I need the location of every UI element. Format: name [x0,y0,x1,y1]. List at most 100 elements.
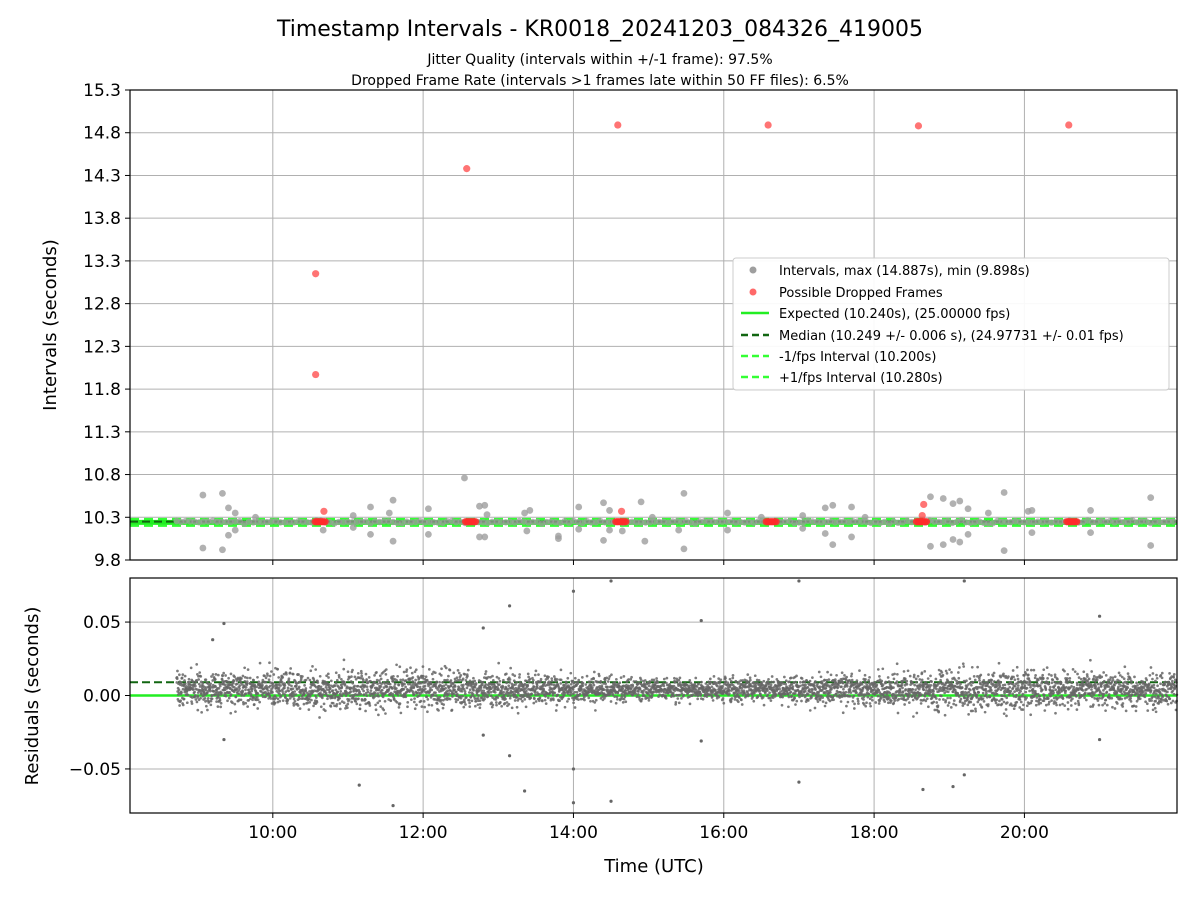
residual-point [937,710,941,714]
residual-point [501,685,505,689]
residual-point [740,703,744,706]
residual-point [224,674,227,677]
residual-point [357,697,360,701]
residual-point [287,677,291,681]
residual-point [852,694,856,698]
residual-point [354,700,358,703]
residual-point [1103,702,1107,705]
residual-point [778,687,782,691]
residual-point [319,685,323,689]
residual-point [978,679,981,682]
residual-point [309,669,313,673]
residual-point [817,670,821,674]
residual-point [559,682,563,685]
residual-point [593,701,597,704]
residual-point [1104,698,1108,702]
residual-point [483,695,487,698]
residual-point [267,678,271,682]
residual-point [800,699,803,703]
residual-point [835,673,838,677]
residual-point [635,695,639,699]
interval-point [498,519,505,526]
residual-point [576,680,580,684]
residual-point [969,692,972,696]
interval-point-outlier [385,509,393,517]
residual-point [1061,702,1064,706]
residual-point [467,684,471,687]
residual-point [414,668,418,672]
residual-point [603,697,606,700]
residual-point [583,689,587,692]
residual-point [287,680,291,684]
residual-point [293,690,297,693]
residual-point [632,680,636,683]
residual-point [1041,673,1045,677]
residual-point [508,678,512,681]
residual-point [518,676,521,679]
interval-point-outlier [521,509,528,517]
residual-point [995,692,999,696]
residual-point [463,690,467,693]
residual-point [1138,697,1142,701]
residual-point [493,688,497,691]
residual-point [202,691,206,694]
residual-point [227,696,231,700]
residual-point [588,680,592,684]
residual-point [863,673,867,677]
residual-point [645,686,648,690]
residual-point [1143,695,1147,699]
interval-point-outlier [956,538,964,546]
dropped-frame-point [920,500,928,509]
interval-point-outlier [927,493,934,501]
interval-point-outlier [483,511,491,519]
residual-point [220,691,223,695]
residual-point [789,676,793,680]
residual-point [700,680,703,684]
residual-point [892,677,896,681]
residual-point [454,700,458,704]
interval-point-outlier [829,501,837,509]
residual-point [896,672,899,676]
residual-point [1066,707,1070,711]
residual-point [1102,692,1106,696]
residual-point [1130,693,1134,697]
residual-point [694,676,698,680]
residual-point [367,676,371,679]
residual-point [622,697,626,701]
residual-point [470,699,474,703]
interval-point-outlier [949,536,957,543]
residual-point [1002,712,1006,716]
residual-point [621,687,625,691]
residual-point [812,683,816,687]
residual-point [419,699,423,703]
residual-point [624,700,628,704]
residual-point [821,696,825,699]
residual-point [395,687,398,690]
residual-point [897,697,901,701]
residual-point [497,661,501,665]
residual-point [997,661,1001,665]
residual-point [392,674,395,678]
residual-point [1024,690,1028,694]
residual-point [987,673,990,676]
residual-point [180,676,184,680]
residual-point [563,691,567,695]
residual-point [1104,673,1108,677]
residual-point [461,685,465,689]
residual-point [780,703,784,707]
residual-point [287,689,291,693]
residual-point [537,699,541,703]
residual-point [346,702,350,706]
residual-point [289,667,293,670]
residual-point [343,683,347,687]
residual-point [335,678,339,682]
residual-point [1034,703,1038,707]
residual-point [271,681,275,685]
dropped-frame-point [463,165,471,173]
residual-point [193,694,197,697]
residual-point [805,679,808,682]
residual-point [647,684,651,688]
residual-point [490,701,493,705]
residual-point [1115,691,1119,695]
residual-point [1107,693,1111,696]
